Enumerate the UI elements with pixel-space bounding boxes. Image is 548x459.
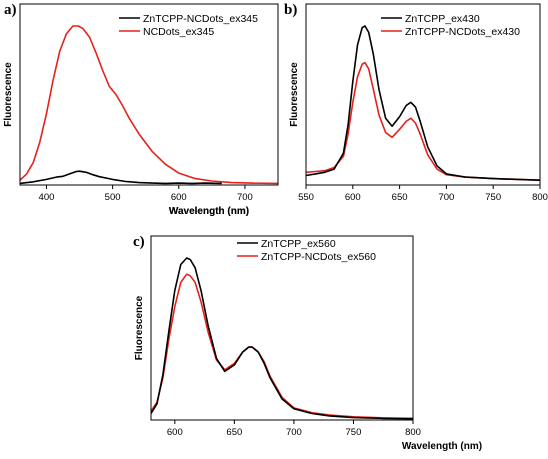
legend-entry: ZnTCPP-NCDots_ex345 — [143, 13, 258, 25]
legend-entry: NCDots_ex345 — [143, 26, 214, 38]
panel-label: a) — [4, 2, 17, 18]
plot-frame — [150, 235, 414, 421]
series-line-1 — [20, 25, 278, 185]
plot-frame — [305, 3, 541, 186]
x-tick-label: 700 — [438, 192, 454, 203]
x-axis-title: Wavelength (nm) — [169, 206, 249, 217]
plot-frame — [19, 3, 279, 186]
panel-label: b) — [284, 2, 297, 18]
x-tick-label: 600 — [171, 192, 187, 203]
y-axis-title: Fluorescence — [3, 62, 14, 127]
legend-entry: ZnTCPP-NCDots_ex560 — [261, 251, 376, 263]
series-line-1 — [151, 273, 413, 420]
x-axis-title: Wavelength (nm) — [169, 206, 249, 217]
y-axis-title: Fluorescence — [289, 62, 300, 127]
series-group — [151, 257, 413, 420]
chart-panel-c: c) 600 650 700 750 800 Wavelength (nm) Fluoresc… — [133, 234, 482, 452]
series-line-0 — [151, 257, 413, 420]
series-group — [20, 25, 278, 185]
x-tick-label: 800 — [405, 427, 421, 438]
x-tick-label: 750 — [346, 427, 362, 438]
x-tick-label: 700 — [237, 192, 253, 203]
x-tick-label: 650 — [392, 192, 408, 203]
x-tick-label: 500 — [105, 192, 121, 203]
x-tick-label: 800 — [532, 192, 548, 203]
x-axis-title: Wavelength (nm) — [402, 441, 482, 452]
x-tick-label: 400 — [39, 192, 55, 203]
panel-label: c) — [133, 234, 145, 250]
series-line-0 — [20, 170, 222, 185]
x-tick-label: 550 — [298, 192, 314, 203]
x-tick-label: 650 — [226, 427, 242, 438]
legend-entry: ZnTCPP_ex430 — [405, 13, 480, 25]
series-group — [306, 25, 540, 181]
y-axis-title: Fluorescence — [134, 295, 145, 360]
legend-entry: ZnTCPP_ex560 — [261, 238, 336, 250]
x-tick-label: 700 — [286, 427, 302, 438]
chart-panel-b: b) 550 600 650 700 750 800 Wavelength (nm) Fluor… — [169, 2, 548, 217]
legend-entry: ZnTCPP-NCDots_ex430 — [405, 26, 520, 38]
x-tick-label: 750 — [485, 192, 501, 203]
series-line-0 — [306, 25, 540, 181]
x-tick-label: 600 — [167, 427, 183, 438]
chart-panel-a: a) 400 500 600 700 Wavelength (nm) Fluorescenc… — [3, 2, 279, 217]
x-tick-label: 600 — [345, 192, 361, 203]
series-line-1 — [306, 61, 540, 181]
